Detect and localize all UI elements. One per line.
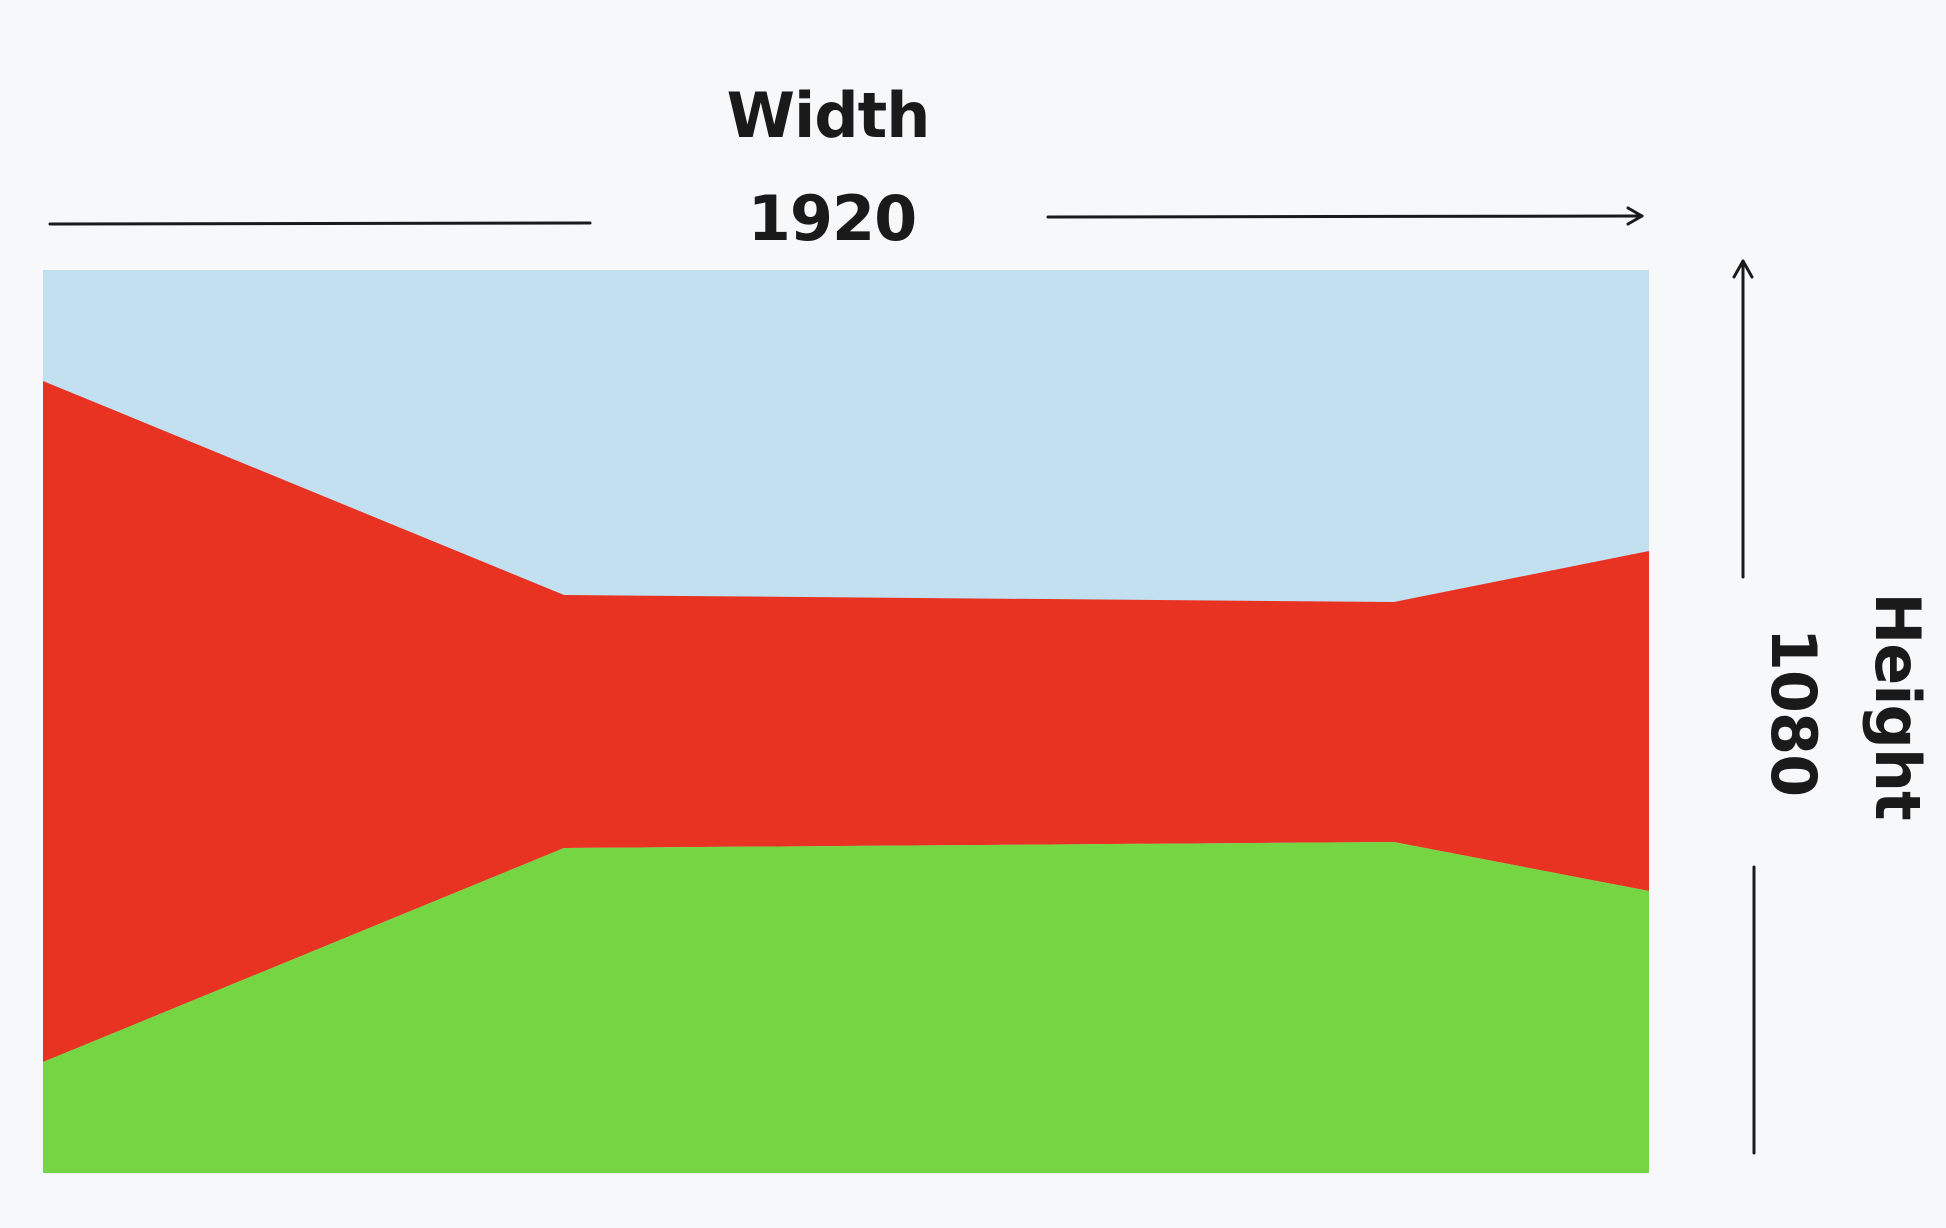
width-arrow-right-segment — [1046, 214, 1644, 219]
height-label: Height — [1861, 592, 1934, 820]
grass-region — [43, 842, 1649, 1173]
arrow-up-icon — [1732, 259, 1754, 279]
arrow-right-icon — [1626, 206, 1644, 226]
width-arrow — [48, 206, 1644, 226]
width-value: 1920 — [748, 182, 917, 255]
width-label: Width — [727, 79, 930, 152]
height-value: 1080 — [1757, 628, 1830, 797]
screen-frame — [43, 270, 1649, 1173]
height-arrow — [1732, 259, 1756, 1155]
width-arrow-left-segment — [48, 221, 592, 226]
road-region — [43, 381, 1649, 1062]
